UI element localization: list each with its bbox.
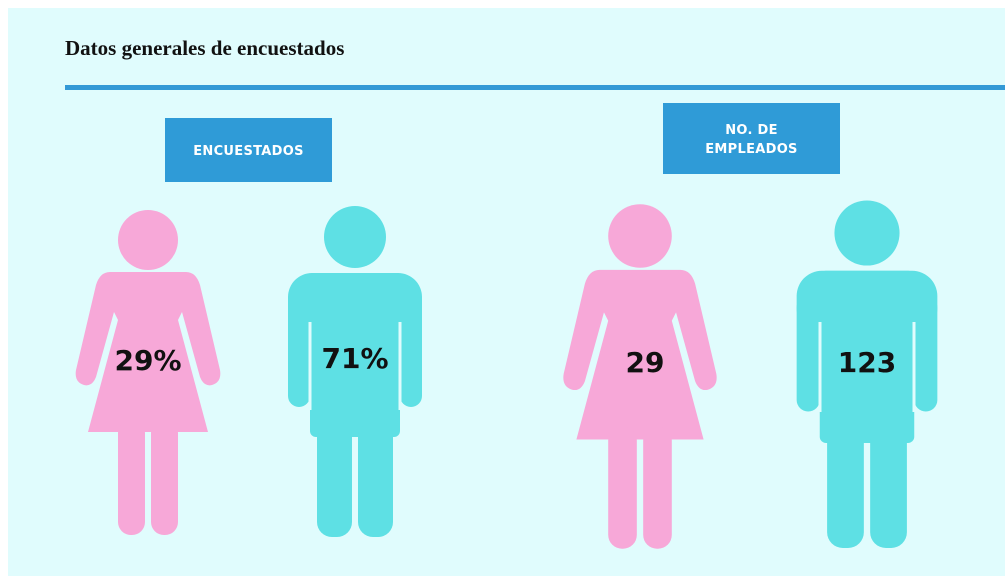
- label: EMPLEADOS: [705, 142, 797, 157]
- value: 123: [838, 346, 896, 379]
- value: 29%: [114, 344, 181, 377]
- value: 29: [626, 346, 665, 379]
- label: ENCUESTADOS: [193, 144, 304, 159]
- icon-detail: [308, 322, 916, 412]
- divider: [65, 85, 1005, 90]
- label-box: [663, 103, 840, 174]
- label-box: [165, 118, 332, 182]
- label: NO. DE: [725, 123, 778, 138]
- title: Datos generales de encuestados: [65, 36, 344, 60]
- value: 71%: [321, 342, 388, 375]
